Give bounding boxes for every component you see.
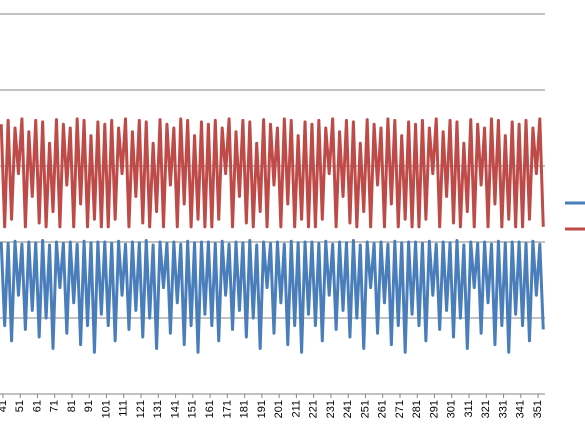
x-tick-label: 221 xyxy=(308,400,320,418)
x-tick-label: 171 xyxy=(221,400,233,418)
x-tick-label: 261 xyxy=(377,400,389,418)
x-tick-label: 311 xyxy=(463,400,475,418)
x-tick-label: 51 xyxy=(14,400,26,412)
x-tick-label: 271 xyxy=(394,400,406,418)
x-tick-label: 131 xyxy=(152,400,164,418)
x-tick-label: 251 xyxy=(359,400,371,418)
x-tick-label: 81 xyxy=(66,400,78,412)
series-line xyxy=(0,117,545,229)
x-tick-label: 181 xyxy=(239,400,251,418)
x-tick-label: 111 xyxy=(118,400,130,417)
x-tick-label: 241 xyxy=(342,400,354,418)
x-tick-label: 121 xyxy=(135,400,147,418)
x-tick-label: 141 xyxy=(169,400,181,418)
x-tick-label: 231 xyxy=(325,400,337,418)
series-line xyxy=(0,238,545,354)
x-tick-label: 291 xyxy=(428,400,440,418)
x-tick-label: 301 xyxy=(446,400,458,418)
x-tick-label: 91 xyxy=(83,400,95,412)
x-tick-label: 41 xyxy=(0,400,9,412)
x-tick-label: 321 xyxy=(480,400,492,418)
x-tick-label: 71 xyxy=(49,400,61,412)
x-tick-label: 161 xyxy=(204,400,216,418)
x-tick-label: 151 xyxy=(187,400,199,418)
x-tick-label: 351 xyxy=(532,400,544,418)
x-tick-label: 211 xyxy=(290,400,302,418)
x-tick-label: 191 xyxy=(256,400,268,418)
x-tick-label: 331 xyxy=(497,400,509,418)
x-tick-label: 281 xyxy=(411,400,423,418)
x-tick-label: 101 xyxy=(100,400,112,418)
x-tick-label: 61 xyxy=(31,400,43,412)
x-tick-label: 341 xyxy=(515,400,527,418)
x-tick-label: 201 xyxy=(273,400,285,418)
